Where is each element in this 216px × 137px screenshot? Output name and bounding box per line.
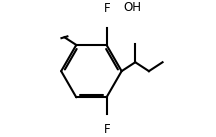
Text: F: F — [103, 2, 110, 15]
Text: OH: OH — [123, 1, 141, 14]
Text: F: F — [103, 123, 110, 136]
